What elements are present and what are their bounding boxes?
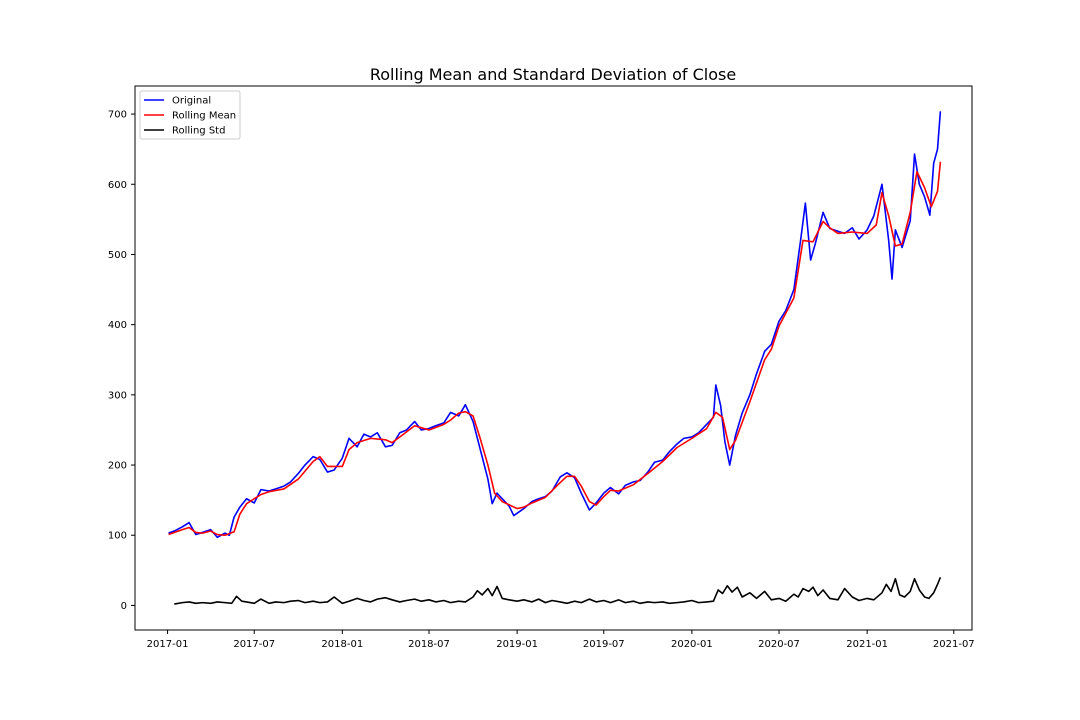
y-tick-label: 700 xyxy=(108,110,127,121)
y-axis: 0 100 200 300 400 500 600 700 xyxy=(108,110,135,612)
series-line-rolling-mean xyxy=(168,161,942,537)
legend-entries: Original Rolling Mean Rolling Std xyxy=(144,96,236,137)
y-tick-label: 500 xyxy=(108,250,127,261)
series-layer xyxy=(168,111,942,605)
series-line-rolling-std xyxy=(174,577,942,605)
y-tick-label: 200 xyxy=(108,461,127,472)
x-tick-label: 2019-01 xyxy=(496,639,538,650)
x-tick-label: 2019-07 xyxy=(583,639,625,650)
x-tick-label: 2020-07 xyxy=(758,639,800,650)
x-tick-label: 2017-07 xyxy=(233,639,275,650)
y-tick-label: 300 xyxy=(108,390,127,401)
x-tick-label: 2018-01 xyxy=(321,639,363,650)
x-axis: 2017-01 2017-07 2018-01 2018-07 2019-01 2019-… xyxy=(147,630,975,650)
x-tick-label: 2020-01 xyxy=(671,639,713,650)
y-tick-label: 600 xyxy=(108,180,127,191)
legend-label: Rolling Mean xyxy=(172,111,236,122)
plot-area-frame xyxy=(134,85,973,631)
legend: Original Rolling Mean Rolling Std xyxy=(139,90,241,140)
x-tick-label: 2018-07 xyxy=(408,639,450,650)
x-tick-label: 2021-07 xyxy=(933,639,975,650)
x-tick-label: 2021-01 xyxy=(846,639,888,650)
legend-label: Rolling Std xyxy=(172,126,225,137)
legend-box xyxy=(139,90,241,140)
y-tick-label: 400 xyxy=(108,320,127,331)
x-tick-label: 2017-01 xyxy=(147,639,189,650)
y-tick-label: 0 xyxy=(121,601,127,612)
chart-title: Rolling Mean and Standard Deviation of C… xyxy=(370,65,736,84)
y-tick-label: 100 xyxy=(108,531,127,542)
legend-label: Original xyxy=(172,96,211,107)
